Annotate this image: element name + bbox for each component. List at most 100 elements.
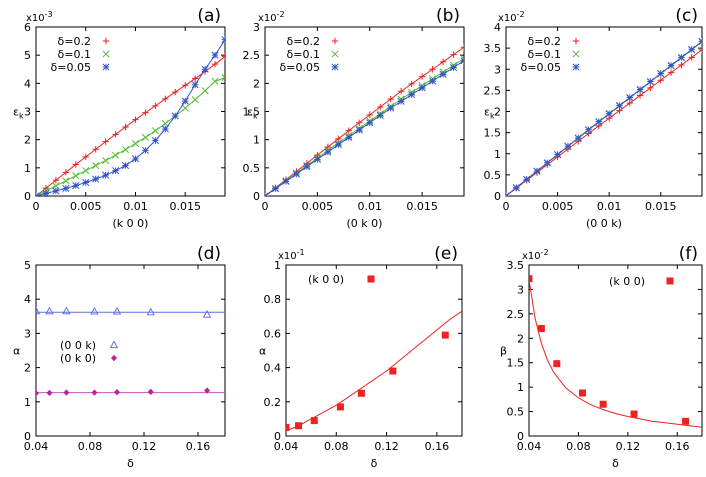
data-point <box>533 167 541 175</box>
legend-marker <box>331 37 339 45</box>
y-axis-label: εk <box>247 106 258 121</box>
data-point <box>90 306 99 315</box>
x-axis-label: δ <box>371 457 378 470</box>
y-multiplier-exponent: -2 <box>541 248 549 257</box>
data-point <box>62 306 71 315</box>
fit-line <box>36 56 225 196</box>
legend-marker <box>331 50 339 58</box>
y-tick-label: 0.5 <box>484 169 502 182</box>
data-point <box>172 88 179 96</box>
data-point <box>460 44 464 51</box>
x-tick-label: 0.04 <box>517 440 542 453</box>
data-point <box>82 178 90 187</box>
data-point <box>667 69 675 76</box>
data-point <box>657 77 664 84</box>
legend-marker <box>572 37 580 45</box>
data-point <box>63 389 70 396</box>
x-axis-label: δ <box>127 457 134 470</box>
data-point <box>271 185 280 193</box>
y-tick-label: 0.4 <box>264 362 282 375</box>
data-point <box>151 136 159 145</box>
y-multiplier: x10-2 <box>498 10 525 24</box>
data-point <box>265 192 269 196</box>
data-point <box>408 91 416 99</box>
data-point <box>181 97 189 105</box>
data-point <box>141 146 149 154</box>
data-point <box>52 182 60 190</box>
x-axis-label: (0 k 0) <box>347 217 383 230</box>
legend-label: δ=0.05 <box>51 61 91 74</box>
data-point <box>636 92 644 99</box>
data-point <box>122 123 129 131</box>
y-tick-label: 2 <box>24 134 31 147</box>
data-point <box>152 102 159 110</box>
legend-label: δ=0.1 <box>528 48 561 61</box>
data-point <box>429 77 437 85</box>
x-tick-label: 0 <box>262 200 269 213</box>
x-tick-label: 0.015 <box>406 200 438 213</box>
plot-area <box>286 310 462 432</box>
y-tick-label: 0 <box>253 190 260 203</box>
data-point <box>647 84 654 92</box>
y-multiplier-base: x10 <box>498 13 517 24</box>
panel-label: (e) <box>434 244 458 264</box>
data-point <box>102 156 110 165</box>
data-point <box>418 73 426 80</box>
data-point <box>626 99 633 107</box>
data-point <box>506 192 510 196</box>
data-point <box>564 142 572 150</box>
legend-marker <box>102 50 110 58</box>
y-tick-label: 1 <box>494 148 501 161</box>
data-point <box>389 367 397 375</box>
data-point <box>202 310 212 318</box>
y-axis-label-subscript: k <box>253 112 258 121</box>
legend-label: δ=0.1 <box>287 48 320 61</box>
y-tick-label: 2.5 <box>484 84 502 97</box>
data-point <box>62 169 70 176</box>
data-point <box>292 170 300 178</box>
data-point <box>439 58 447 66</box>
data-point <box>345 133 353 141</box>
data-point <box>295 422 303 430</box>
panel-label: (a) <box>197 6 221 26</box>
y-tick-label: 2 <box>517 332 524 345</box>
y-tick-label: 2 <box>494 106 501 119</box>
y-axis-label-base: β <box>500 345 507 358</box>
data-point <box>397 88 405 95</box>
x-tick-label: 0.08 <box>78 440 103 453</box>
y-tick-label: 0 <box>517 430 524 443</box>
panel-label: (d) <box>197 244 221 264</box>
y-multiplier: x10-1 <box>278 248 305 262</box>
data-point <box>377 103 384 111</box>
data-point <box>211 60 219 68</box>
x-tick-label: 0.12 <box>616 440 641 453</box>
legend-marker <box>572 50 580 58</box>
data-point <box>147 388 154 396</box>
x-tick-label: 0.005 <box>70 200 102 213</box>
plot-frame <box>528 264 703 437</box>
y-multiplier-exponent: -2 <box>277 10 285 19</box>
y-tick-label: 1 <box>517 381 524 394</box>
data-point <box>92 175 100 183</box>
y-tick-label: 0.2 <box>264 396 282 409</box>
data-point <box>182 82 189 89</box>
data-point <box>52 187 60 195</box>
data-point <box>387 95 394 103</box>
data-point <box>72 161 79 168</box>
x-tick-label: 0.08 <box>324 440 349 453</box>
data-point <box>450 51 457 58</box>
legend-label: (k 0 0) <box>609 275 645 288</box>
data-point <box>112 167 120 175</box>
data-point <box>142 109 149 116</box>
data-point <box>282 177 290 185</box>
legend-label: (0 k 0) <box>60 352 96 365</box>
data-point <box>82 153 89 161</box>
data-point <box>72 172 80 180</box>
data-point <box>523 175 531 183</box>
y-tick-label: 0 <box>24 430 31 443</box>
data-point <box>667 61 675 70</box>
data-point <box>112 151 120 159</box>
data-point <box>211 51 219 59</box>
